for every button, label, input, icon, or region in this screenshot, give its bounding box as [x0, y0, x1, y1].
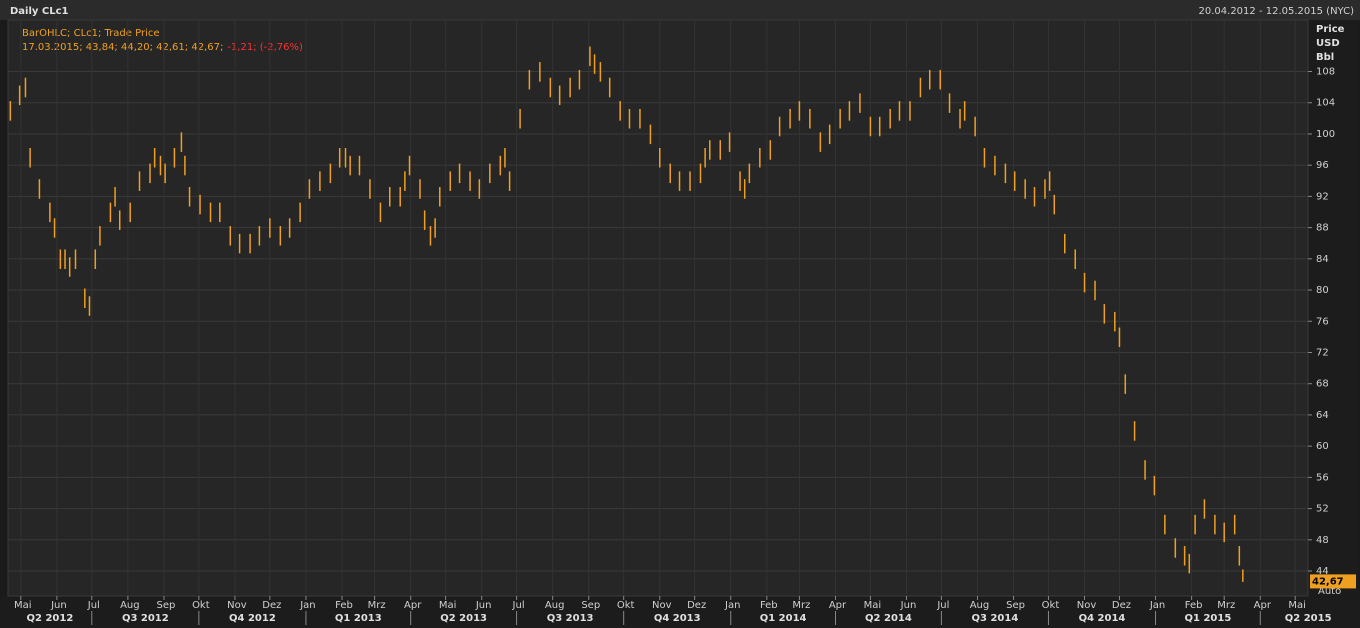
quarter-label: Q4 2014 [1079, 613, 1126, 624]
auto-label: Auto [1318, 586, 1341, 597]
x-tick-label: Okt [1042, 600, 1060, 611]
y-axis-area [1309, 20, 1359, 596]
x-tick-label: Jul [936, 600, 949, 611]
y-axis-label: Bbl [1316, 52, 1334, 63]
y-tick-label: 108 [1316, 67, 1335, 78]
legend-values: 17.03.2015; 43,84; 44,20; 42,61; 42,67; -… [22, 42, 303, 53]
quarter-label: Q2 2014 [865, 613, 912, 624]
y-tick-label: 104 [1316, 98, 1335, 109]
x-axis-area [0, 597, 1360, 628]
x-tick-label: Dez [262, 600, 281, 611]
y-axis-label: USD [1316, 38, 1340, 49]
x-tick-label: Aug [120, 600, 140, 611]
x-tick-label: Jul [512, 600, 525, 611]
x-tick-label: Feb [335, 600, 353, 611]
x-tick-label: Aug [545, 600, 565, 611]
x-tick-label: Jul [87, 600, 100, 611]
y-tick-label: 92 [1316, 191, 1329, 202]
quarter-label: Q2 2012 [27, 613, 74, 624]
quarter-label: Q3 2014 [972, 613, 1019, 624]
quarter-label: Q2 2015 [1285, 613, 1332, 624]
x-tick-label: Sep [581, 600, 600, 611]
x-tick-label: Dez [687, 600, 706, 611]
last-price-box [1310, 574, 1356, 589]
x-tick-label: Feb [1185, 600, 1203, 611]
x-tick-label: Mrz [1217, 600, 1235, 611]
plot-area [7, 19, 1309, 597]
legend-change: -1,21; (-2,76%) [227, 42, 303, 53]
y-tick-label: 76 [1316, 316, 1329, 327]
quarter-label: Q4 2012 [229, 613, 276, 624]
y-tick-label: 84 [1316, 254, 1329, 265]
y-tick-label: 68 [1316, 379, 1329, 390]
y-tick-label: 52 [1316, 504, 1329, 515]
x-tick-label: Mrz [792, 600, 810, 611]
y-tick-label: 56 [1316, 472, 1329, 483]
x-tick-label: Apr [829, 600, 847, 611]
y-tick-label: 100 [1316, 129, 1335, 140]
x-tick-label: Jan [1149, 600, 1165, 611]
y-tick-label: 44 [1316, 566, 1329, 577]
x-tick-label: Mai [14, 600, 32, 611]
legend-ohlc: 17.03.2015; 43,84; 44,20; 42,61; 42,67; [22, 42, 223, 53]
y-tick-label: 48 [1316, 535, 1329, 546]
x-tick-label: Aug [970, 600, 990, 611]
range-label: 20.04.2012 - 12.05.2015 (NYC) [1199, 6, 1355, 17]
y-tick-label: 60 [1316, 441, 1329, 452]
x-tick-label: Okt [192, 600, 210, 611]
y-tick-label: 96 [1316, 160, 1329, 171]
y-tick-label: 72 [1316, 347, 1329, 358]
x-tick-label: Apr [404, 600, 422, 611]
quarter-label: Q2 2013 [440, 613, 487, 624]
x-tick-label: Nov [652, 600, 672, 611]
chart-title: Daily CLc1 [10, 6, 69, 17]
y-tick-label: 80 [1316, 285, 1329, 296]
header-bar [0, 0, 1360, 20]
quarter-label: Q4 2013 [654, 613, 701, 624]
x-tick-label: Jun [475, 600, 492, 611]
x-tick-label: Dez [1112, 600, 1131, 611]
quarter-label: Q3 2012 [122, 613, 169, 624]
last-price-label: 42,67 [1312, 576, 1344, 587]
x-tick-label: Jun [50, 600, 67, 611]
x-tick-label: Mai [864, 600, 882, 611]
x-tick-label: Jan [724, 600, 740, 611]
x-tick-label: Feb [760, 600, 778, 611]
x-tick-label: Nov [1077, 600, 1097, 611]
legend-title: BarOHLC; CLc1; Trade Price [22, 28, 160, 39]
x-tick-label: Sep [1006, 600, 1025, 611]
quarter-label: Q3 2013 [547, 613, 594, 624]
y-axis-label: Price [1316, 24, 1345, 35]
x-tick-label: Apr [1254, 600, 1272, 611]
y-tick-label: 88 [1316, 223, 1329, 234]
y-tick-label: 64 [1316, 410, 1329, 421]
x-tick-label: Nov [227, 600, 247, 611]
quarter-label: Q1 2013 [335, 613, 382, 624]
x-tick-label: Okt [617, 600, 635, 611]
x-tick-label: Mai [1288, 600, 1306, 611]
x-tick-label: Jan [299, 600, 315, 611]
x-tick-label: Mai [439, 600, 457, 611]
x-tick-label: Mrz [368, 600, 386, 611]
x-tick-label: Jun [900, 600, 917, 611]
quarter-label: Q1 2015 [1185, 613, 1232, 624]
quarter-label: Q1 2014 [760, 613, 807, 624]
x-tick-label: Sep [157, 600, 176, 611]
